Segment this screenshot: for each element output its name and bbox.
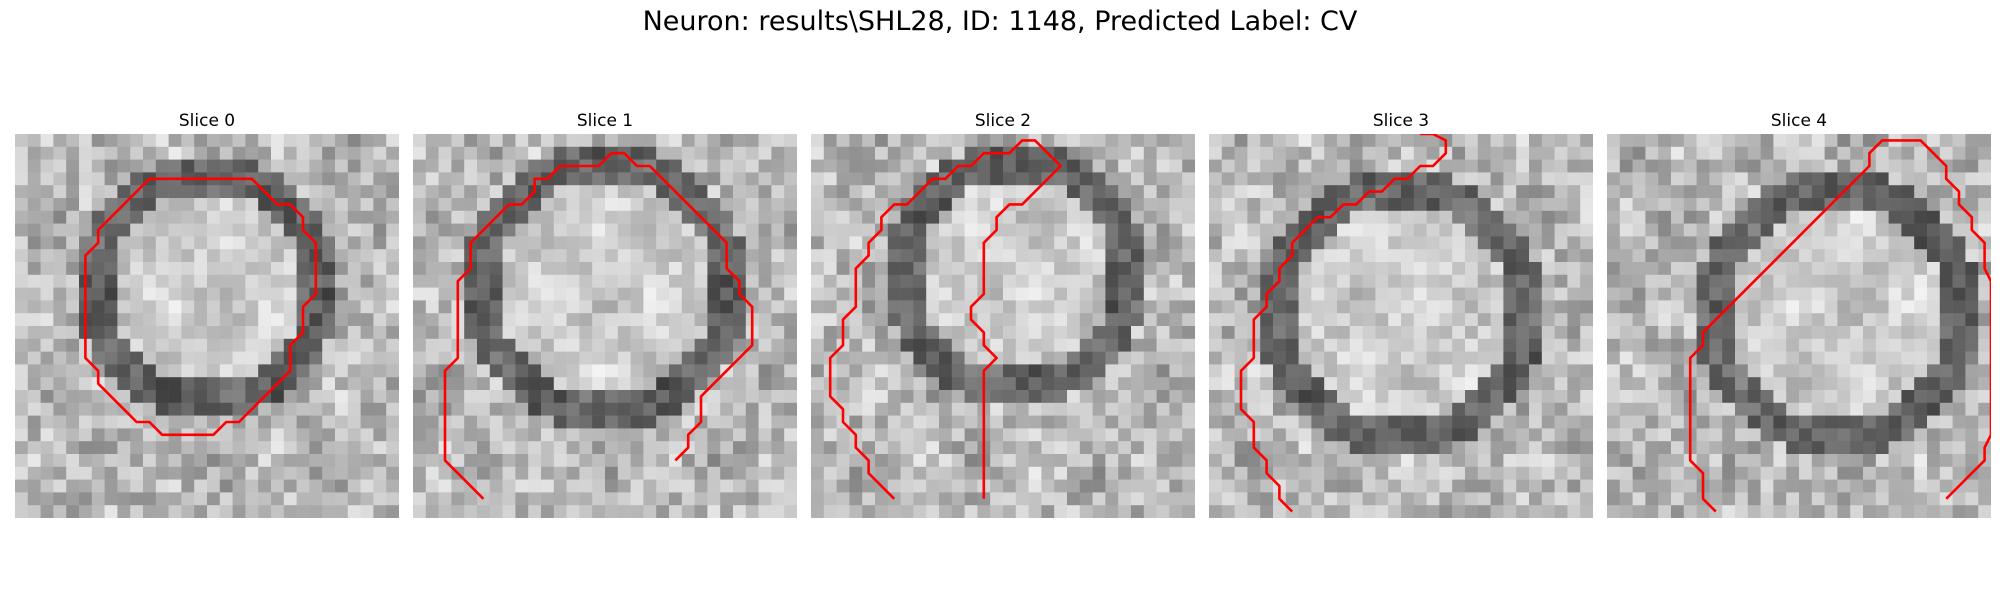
segmentation-contour xyxy=(1688,139,1991,513)
slice-image xyxy=(1209,134,1593,518)
segmentation-contour xyxy=(828,139,1062,500)
slice-title: Slice 4 xyxy=(1770,111,1828,131)
slice-title: Slice 3 xyxy=(1372,111,1430,131)
segmentation-contour xyxy=(1239,134,1448,513)
figure-title: Neuron: results\SHL28, ID: 1148, Predict… xyxy=(642,6,1358,37)
slice-panel-0: Slice 0 xyxy=(15,108,399,518)
slice-title: Slice 0 xyxy=(178,111,236,131)
slice-image xyxy=(413,134,797,518)
slice-panel-3: Slice 3 xyxy=(1209,108,1593,518)
slice-title: Slice 2 xyxy=(974,111,1032,131)
slice-image xyxy=(15,134,399,518)
slice-image xyxy=(811,134,1195,518)
slice-panel-4: Slice 4 xyxy=(1607,108,1991,518)
slice-title: Slice 1 xyxy=(576,111,634,131)
slice-image xyxy=(1607,134,1991,518)
segmentation-contour xyxy=(443,151,754,500)
slice-panel-2: Slice 2 xyxy=(811,108,1195,518)
segmentation-contour xyxy=(84,177,318,437)
slice-panel-1: Slice 1 xyxy=(413,108,797,518)
